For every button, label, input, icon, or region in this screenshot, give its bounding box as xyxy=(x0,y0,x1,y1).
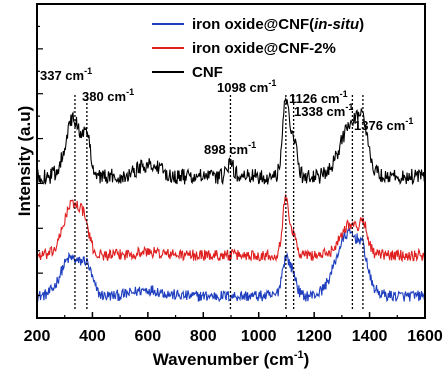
x-tick-label: 400 xyxy=(79,328,106,345)
y-axis-title: Intensity (a.u) xyxy=(15,106,34,217)
peak-annotation: 337 cm-1 xyxy=(40,66,92,83)
x-tick-label: 800 xyxy=(190,328,217,345)
peak-annotation: 898 cm-1 xyxy=(204,140,256,157)
x-axis-title-main: Wavenumber (cm xyxy=(153,350,294,369)
peak-annotation: 1376 cm-1 xyxy=(354,116,413,133)
x-axis-title: Wavenumber (cm-1) xyxy=(153,349,310,369)
peak-guides-layer xyxy=(74,95,364,310)
peak-annotation: 1126 cm-1 xyxy=(289,89,348,106)
x-tick-label: 200 xyxy=(24,328,51,345)
annotations-layer: 337 cm-1 380 cm-1 898 cm-1 1098 cm-1 1126 cm… xyxy=(40,66,413,157)
x-tick-label: 1400 xyxy=(352,328,388,345)
x-tick-label: 1200 xyxy=(296,328,332,345)
x-axis-title-tail: ) xyxy=(304,350,310,369)
peak-annotation: 1098 cm-1 xyxy=(217,78,276,95)
legend: iron oxide@CNF(in-situ) iron oxide@CNF-2%… xyxy=(152,16,364,81)
legend-label: iron oxide@CNF-2% xyxy=(192,40,336,57)
peak-annotation: 380 cm-1 xyxy=(82,87,134,104)
x-tick-label: 1000 xyxy=(241,328,277,345)
legend-label: CNF xyxy=(192,64,223,81)
peak-annotation: 1338 cm-1 xyxy=(294,102,353,119)
legend-label: iron oxide@CNF(in-situ) xyxy=(192,16,364,33)
x-tick-label: 600 xyxy=(135,328,162,345)
ticks-layer: 200 400 600 800 1000 1200 1400 1600 xyxy=(24,25,443,345)
x-tick-label: 1600 xyxy=(407,328,443,345)
x-axis-title-sup: -1 xyxy=(294,349,304,361)
